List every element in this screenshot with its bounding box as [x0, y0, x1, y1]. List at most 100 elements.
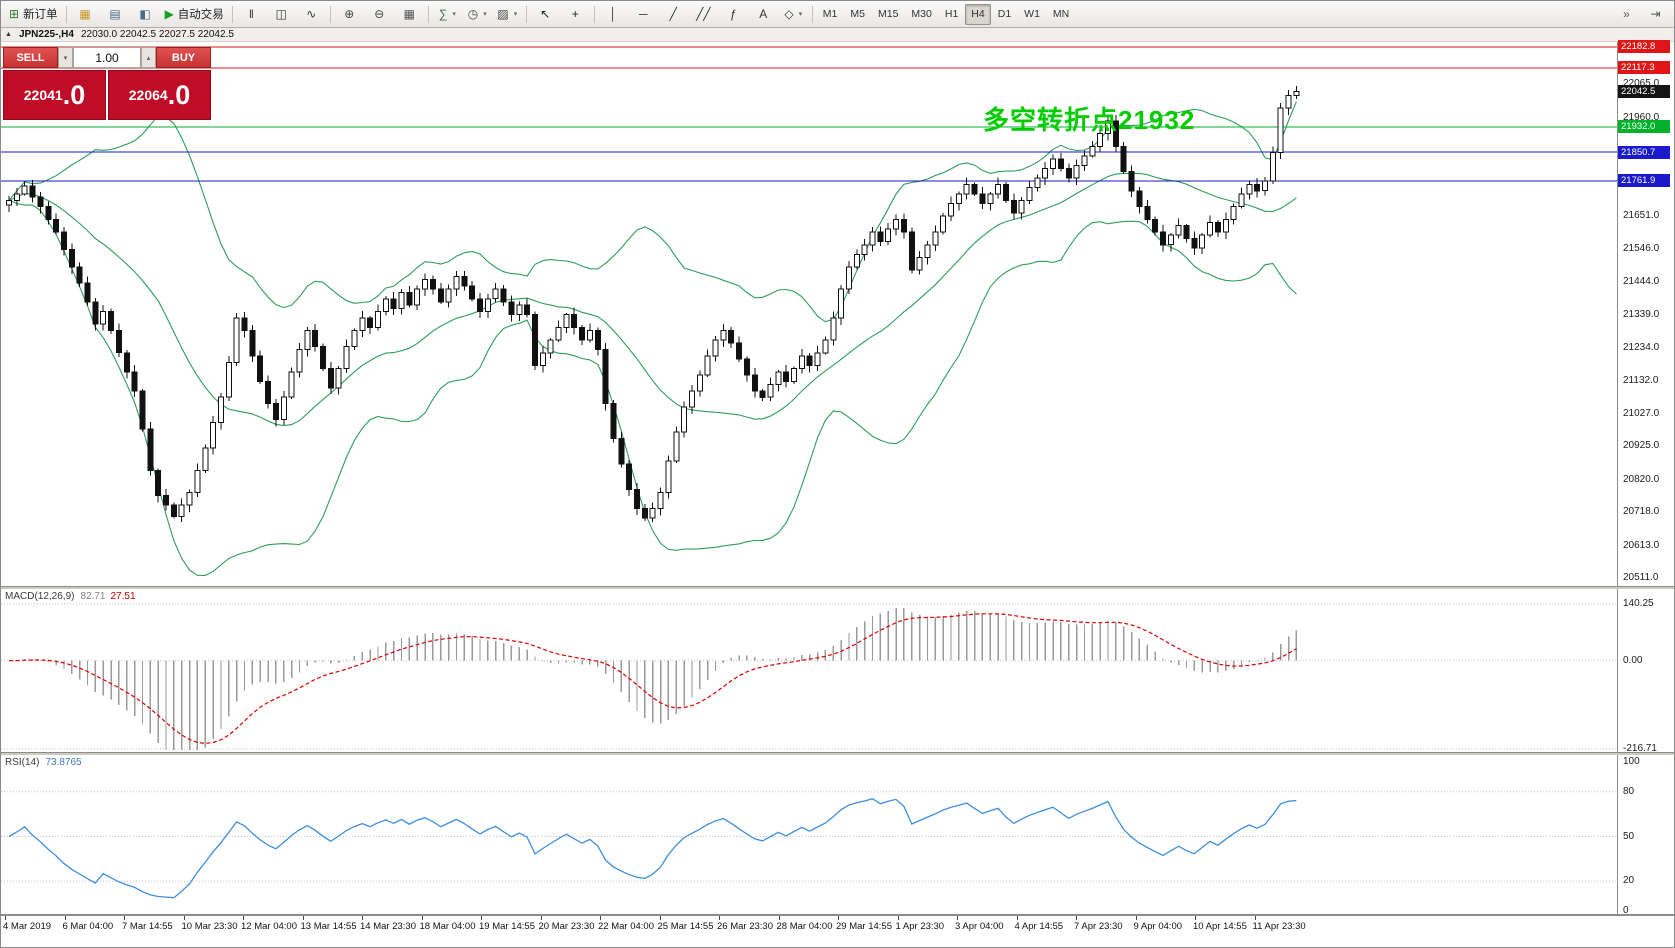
new-order-button[interactable]: ⊞ 新订单 [5, 3, 62, 26]
main-chart-canvas[interactable] [1, 42, 1617, 586]
toolbar-separator [65, 5, 67, 23]
buy-price-display[interactable]: 22064.0 [108, 70, 211, 120]
timeframe-h4-button[interactable]: H4 [965, 3, 991, 25]
navigator-icon: ◧ [139, 7, 151, 21]
timeframe-m30-button[interactable]: M30 [911, 8, 932, 20]
price-scale-label: 22065.0 [1623, 78, 1660, 90]
price-scale-label: 21234.0 [1623, 342, 1660, 354]
arrows-button[interactable]: ◇ ▾ [779, 3, 808, 26]
sell-button[interactable]: SELL [3, 47, 58, 68]
horizontal-line-icon: ─ [639, 7, 648, 21]
horizontal-line-button[interactable]: ─ [629, 3, 658, 26]
macd-grid [1, 603, 1617, 750]
time-axis-tick [481, 916, 482, 920]
candlestick-icon: ◫ [275, 7, 287, 21]
macd-canvas[interactable] [1, 589, 1617, 752]
toolbar-separator [593, 5, 595, 23]
price-scale-label: 20613.0 [1623, 539, 1660, 551]
horizontal-price-lines[interactable] [1, 46, 1617, 182]
toolbar-right-group: » ⇥ [1612, 3, 1670, 26]
indicators-button[interactable]: ∑ ▾ [433, 3, 462, 26]
new-order-icon: ⊞ [9, 7, 20, 21]
charts-button[interactable]: ▦ [71, 3, 100, 26]
vertical-line-button[interactable]: │ [599, 3, 628, 26]
chart-annotation-text[interactable]: 多空转折点21932 [983, 105, 1196, 135]
macd-header: MACD(12,26,9) 82.71 27.51 [5, 591, 136, 602]
chart-shift-icon: ⇥ [1650, 7, 1661, 21]
navigator-button[interactable]: ◧ [131, 3, 160, 26]
macd-value-signal: 27.51 [110, 591, 136, 602]
price-scale-label: 21444.0 [1623, 275, 1660, 287]
zoom-in-button[interactable]: ⊕ [335, 3, 364, 26]
toolbar-separator [811, 5, 813, 23]
bar-chart-button[interactable]: ǁ [237, 3, 266, 26]
macd-scale-label: -216.71 [1623, 743, 1657, 755]
panel-separator-macd[interactable] [1, 586, 1674, 589]
time-axis-label: 11 Apr 23:30 [1252, 921, 1306, 932]
line-chart-button[interactable]: ∿ [297, 3, 326, 26]
autotrading-button[interactable]: ▶ 自动交易 [161, 3, 228, 26]
chart-window-icon: ▲ [5, 31, 12, 38]
buy-button[interactable]: BUY [156, 47, 211, 68]
sell-price-display[interactable]: 22041.0 [3, 70, 106, 120]
timeframe-w1-button[interactable]: W1 [1024, 8, 1040, 20]
time-axis-tick [243, 916, 244, 920]
sell-price-fraction: .0 [62, 79, 86, 110]
chart-caption-bar[interactable]: ▲ JPN225-,H4 22030.0 22042.5 22027.5 220… [1, 28, 1674, 42]
new-order-button-label: 新订单 [23, 9, 58, 21]
auto-scroll-icon: » [1623, 7, 1630, 21]
rsi-panel[interactable] [1, 755, 1674, 914]
price-line-label: 21761.9 [1618, 174, 1670, 188]
price-line-label: 22117.3 [1618, 61, 1670, 75]
volume-decrease-button[interactable]: ▾ [58, 47, 73, 68]
timeframe-m1-button[interactable]: M1 [822, 8, 838, 20]
trendline-button[interactable]: ╱ [659, 3, 688, 26]
time-axis-label: 26 Mar 23:30 [717, 921, 773, 932]
volume-increase-button[interactable]: ▴ [141, 47, 156, 68]
time-axis-label: 1 Apr 23:30 [895, 921, 945, 932]
channel-button[interactable]: ╱╱ [689, 3, 718, 26]
timeframe-d1-button[interactable]: D1 [997, 8, 1012, 20]
time-axis-label: 9 Apr 04:00 [1133, 921, 1183, 932]
price-line-label: 21932.0 [1618, 120, 1670, 134]
text-button[interactable]: A [749, 3, 778, 26]
timeframe-m5-button[interactable]: M5 [850, 8, 865, 20]
templates-button[interactable]: ▨ ▾ [493, 3, 522, 26]
price-scale-label: 20718.0 [1623, 506, 1660, 518]
timeframe-mn-button[interactable]: MN [1052, 8, 1070, 20]
toolbar-separator [525, 5, 527, 23]
periods-button[interactable]: ◷ ▾ [463, 3, 492, 26]
rsi-value: 73.8765 [45, 757, 82, 768]
timeframe-h1-button[interactable]: H1 [944, 8, 959, 20]
market-watch-button[interactable]: ▤ [101, 3, 130, 26]
arrows-icon: ◇ [784, 7, 794, 21]
time-axis-tick [362, 916, 363, 920]
volume-input[interactable] [73, 47, 141, 68]
auto-scroll-button[interactable]: » [1612, 3, 1641, 26]
dropdown-caret-icon: ▾ [798, 11, 803, 18]
macd-title: MACD(12,26,9) [5, 591, 75, 602]
candlestick-chart-button[interactable]: ◫ [267, 3, 296, 26]
macd-value-main: 82.71 [80, 591, 106, 602]
timeframe-m15-button[interactable]: M15 [877, 8, 899, 20]
chart-shift-button[interactable]: ⇥ [1641, 3, 1670, 26]
time-axis-tick [897, 916, 899, 920]
fibonacci-button[interactable]: ƒ [719, 3, 748, 26]
rsi-scale-label: 100 [1623, 756, 1640, 767]
main-chart-panel[interactable] [1, 42, 1674, 586]
macd-scale-label: 0.00 [1623, 654, 1643, 666]
time-axis-border [1, 914, 1674, 916]
tile-windows-button[interactable]: ▦ [395, 3, 424, 26]
time-axis-tick [64, 916, 66, 920]
rsi-header: RSI(14) 73.8765 [5, 757, 82, 768]
autotrading-play-icon: ▶ [164, 7, 174, 21]
macd-panel[interactable] [1, 589, 1674, 752]
cursor-button[interactable]: ↖ [531, 3, 560, 26]
rsi-canvas[interactable] [1, 755, 1617, 914]
rsi-levels [1, 791, 1617, 882]
zoom-out-button[interactable]: ⊖ [365, 3, 394, 26]
time-axis[interactable]: 4 Mar 2019 6 Mar 04:00 7 Mar 14:55 10 Mar 2… [1, 916, 1674, 947]
panel-separator-rsi[interactable] [1, 752, 1674, 755]
crosshair-button[interactable]: + [561, 3, 590, 26]
price-scale-label: 21027.0 [1623, 408, 1660, 420]
